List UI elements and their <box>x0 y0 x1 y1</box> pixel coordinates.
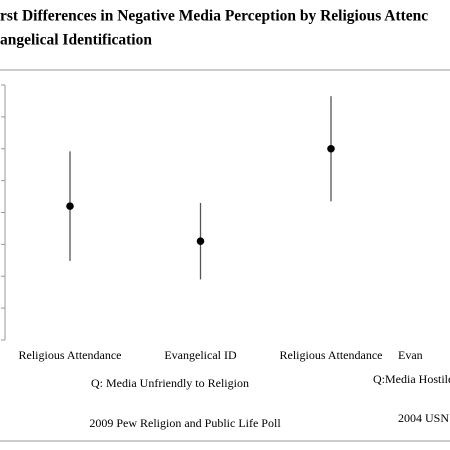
x-tick-label: Religious Attendance <box>280 348 383 362</box>
point <box>327 144 335 153</box>
point <box>66 202 74 210</box>
chart-title: rst Differences in Negative Media Percep… <box>0 8 428 25</box>
x-tick-label: Evangelical ID <box>164 348 237 362</box>
x-tick-label: Religious Attendance <box>19 348 122 362</box>
x-tick-label: Evan <box>398 348 423 362</box>
source-label: 2004 USN <box>398 411 449 425</box>
group-label: Q: Media Unfriendly to Religion <box>91 376 249 390</box>
chart-title: angelical Identification <box>0 32 152 49</box>
point <box>196 237 205 245</box>
source-label: 2009 Pew Religion and Public Life Poll <box>89 416 281 430</box>
group-label: Q:Media Hostile <box>373 372 450 386</box>
